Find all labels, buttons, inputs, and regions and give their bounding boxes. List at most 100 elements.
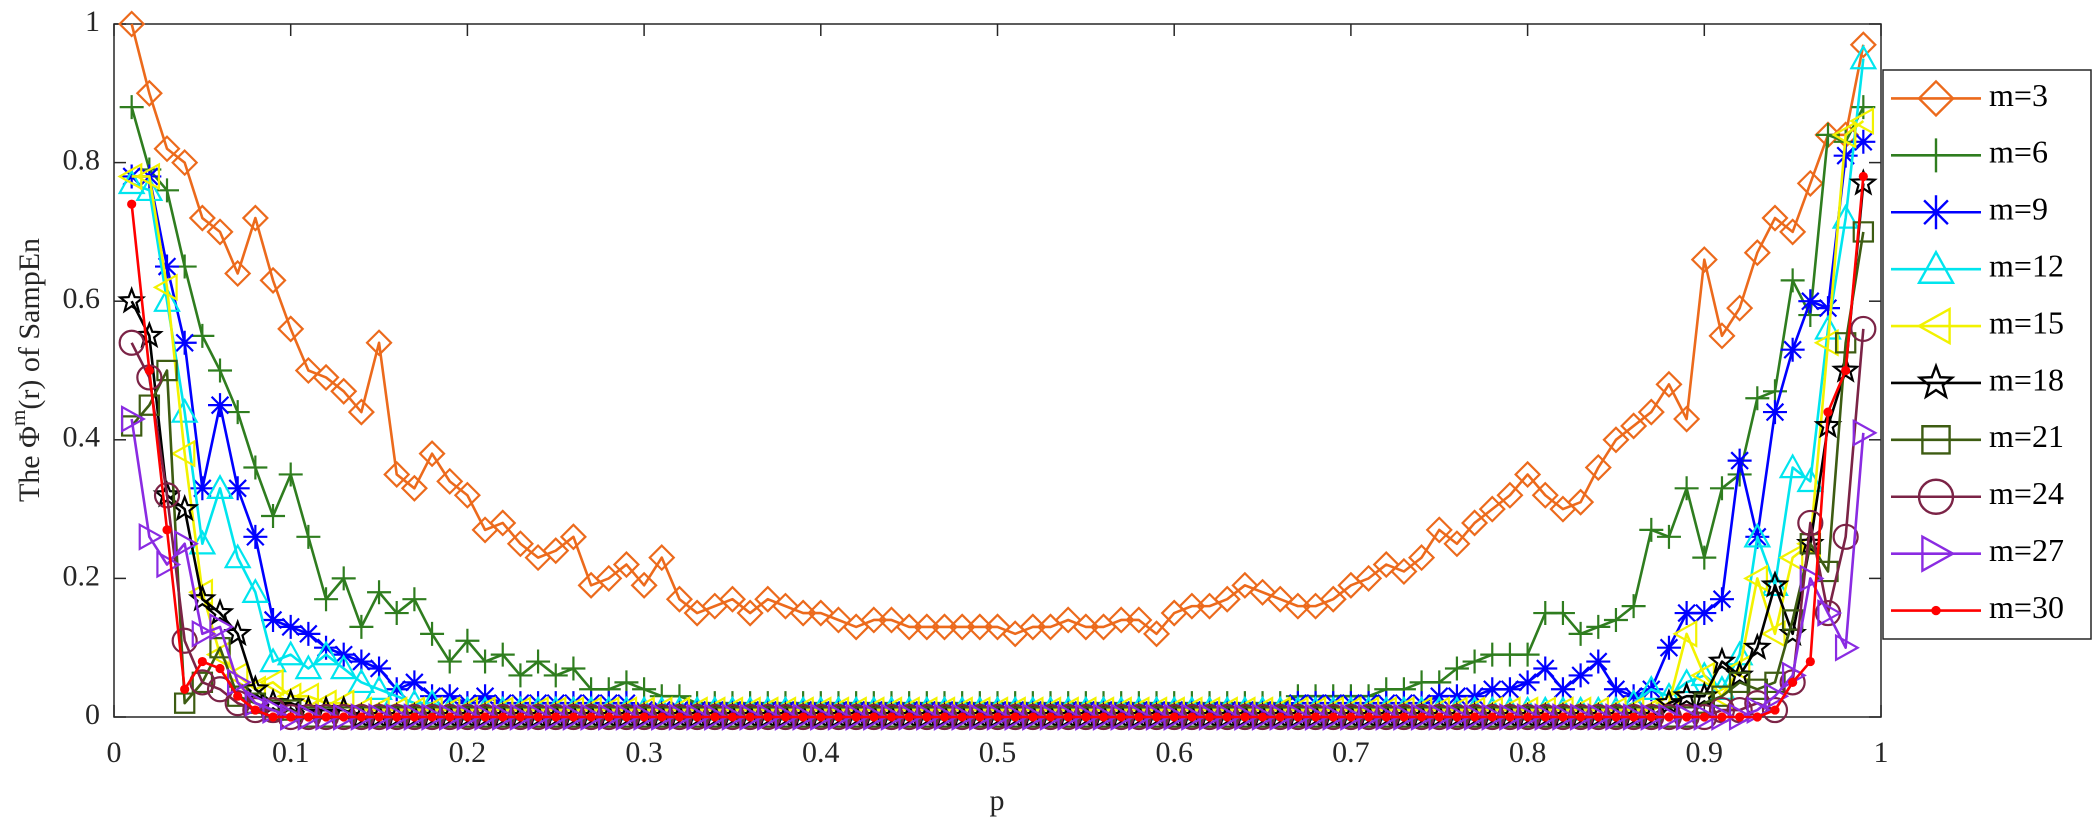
marker	[120, 405, 146, 433]
legend-label: m=3	[1989, 77, 2048, 113]
marker	[1778, 543, 1804, 572]
marker	[1620, 412, 1648, 440]
marker	[384, 677, 409, 702]
marker	[1761, 571, 1789, 597]
marker	[1762, 379, 1787, 404]
marker	[135, 79, 163, 107]
marker	[1725, 660, 1755, 688]
marker	[402, 670, 427, 695]
marker	[1656, 524, 1681, 549]
marker	[922, 712, 932, 722]
marker	[1408, 544, 1436, 572]
marker	[586, 712, 596, 722]
marker	[241, 204, 269, 232]
marker	[1293, 712, 1303, 722]
marker	[278, 614, 303, 639]
marker	[816, 712, 826, 722]
x-tick-label: 1	[1874, 736, 1889, 769]
legend-box	[1882, 69, 2092, 640]
marker	[1788, 677, 1798, 687]
legend-label: m=6	[1989, 134, 2048, 170]
marker	[745, 712, 755, 722]
marker	[208, 358, 233, 383]
marker	[1019, 613, 1047, 641]
marker	[1707, 646, 1737, 674]
marker	[1672, 619, 1698, 648]
marker	[1858, 171, 1868, 182]
marker	[1780, 268, 1805, 293]
marker	[1098, 712, 1109, 722]
marker	[356, 712, 366, 722]
marker	[392, 712, 402, 722]
marker	[1478, 495, 1506, 523]
marker	[314, 587, 339, 612]
marker	[330, 377, 358, 405]
marker	[957, 712, 967, 722]
marker	[135, 176, 164, 202]
marker	[621, 712, 632, 722]
marker	[595, 564, 623, 592]
marker	[1496, 481, 1524, 509]
marker	[1692, 601, 1717, 626]
marker	[1107, 606, 1135, 634]
marker	[1699, 712, 1709, 722]
marker	[1515, 670, 1540, 695]
marker	[1568, 663, 1593, 688]
marker	[1151, 712, 1162, 722]
marker	[1434, 712, 1444, 722]
marker	[1257, 712, 1268, 722]
marker	[1841, 365, 1851, 376]
marker	[1637, 398, 1665, 426]
marker	[1726, 696, 1753, 724]
marker	[1745, 386, 1770, 411]
marker	[1372, 550, 1400, 579]
marker	[1621, 684, 1646, 709]
marker	[331, 566, 356, 591]
marker	[339, 712, 349, 722]
legend-label: m=9	[1989, 191, 2048, 227]
marker	[223, 543, 252, 569]
marker	[1849, 107, 1875, 135]
marker	[241, 577, 270, 603]
marker	[718, 585, 747, 613]
marker	[1142, 620, 1171, 648]
marker	[206, 218, 234, 246]
marker	[498, 712, 508, 722]
marker	[1346, 712, 1356, 722]
marker	[1603, 607, 1628, 632]
legend-marker	[1916, 307, 1951, 346]
marker	[1760, 570, 1790, 598]
marker	[1514, 460, 1542, 489]
marker	[614, 670, 639, 695]
marker	[1310, 712, 1321, 722]
marker	[657, 712, 667, 722]
marker	[206, 474, 234, 500]
marker	[490, 642, 515, 667]
marker	[138, 522, 164, 551]
marker	[648, 544, 676, 572]
y-tick-label: 0.6	[63, 282, 101, 315]
marker	[223, 618, 253, 647]
marker	[1116, 712, 1126, 722]
marker	[1444, 656, 1469, 681]
marker	[473, 649, 498, 674]
legend-label: m=30	[1989, 589, 2064, 625]
y-label-superscript: m	[6, 410, 30, 426]
marker	[153, 482, 181, 509]
marker	[489, 509, 517, 537]
x-tick-label: 0.4	[802, 736, 840, 769]
marker	[374, 712, 384, 722]
marker	[1231, 571, 1259, 599]
legend-label: m=27	[1989, 532, 2064, 568]
marker	[1081, 712, 1091, 722]
marker	[895, 613, 923, 641]
marker	[1010, 712, 1020, 722]
marker	[515, 712, 526, 722]
marker	[692, 712, 702, 722]
legend-label: m=18	[1989, 361, 2064, 397]
marker	[1505, 712, 1515, 722]
legend-marker	[1916, 249, 1956, 284]
marker	[1815, 296, 1840, 321]
marker	[191, 671, 214, 694]
marker	[1823, 407, 1833, 417]
